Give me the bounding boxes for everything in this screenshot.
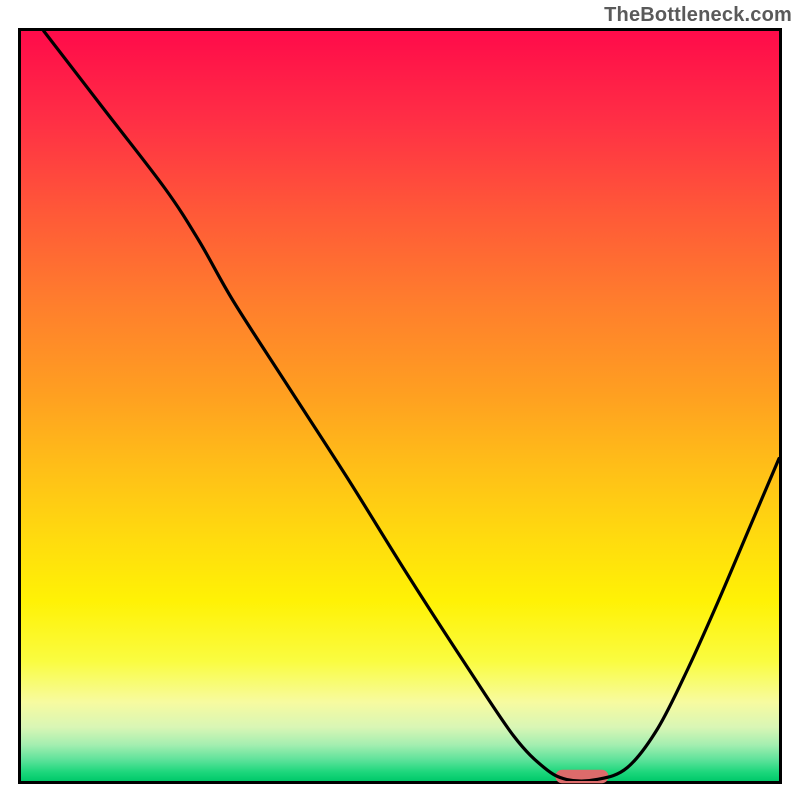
watermark-text: TheBottleneck.com (604, 4, 792, 27)
plot-area (18, 28, 782, 784)
chart-background (21, 31, 779, 781)
chart-root: TheBottleneck.com (0, 0, 800, 800)
chart-svg (18, 28, 782, 784)
bottleneck-marker (555, 770, 608, 784)
